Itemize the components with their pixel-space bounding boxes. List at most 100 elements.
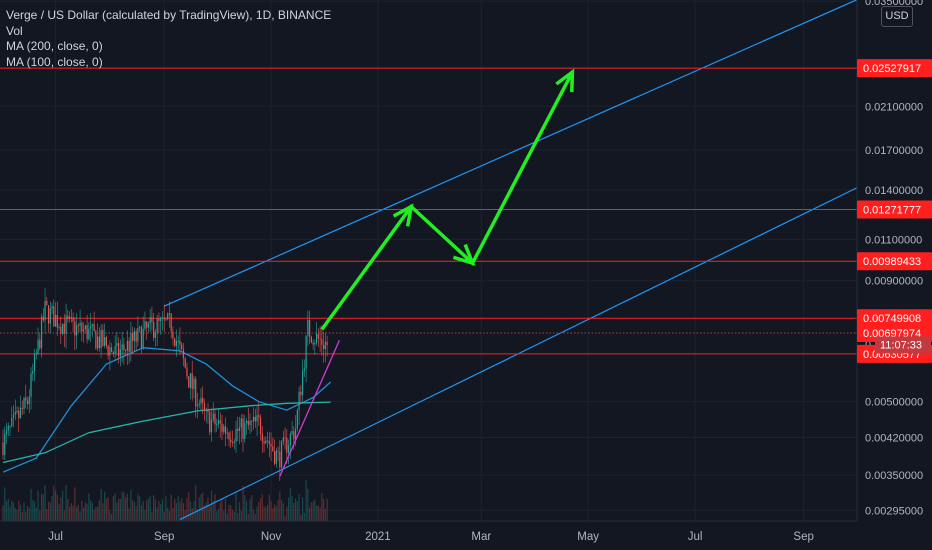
projection-path[interactable] [320,71,574,331]
candle-body [258,415,260,418]
candle-body [279,451,281,468]
arrowhead-3 [555,68,575,93]
candle-body [251,420,253,422]
volume-bar [93,510,95,521]
candle-body [142,328,144,348]
candle-body [272,446,274,452]
volume-bar [182,503,185,521]
currency-button[interactable]: USD [881,6,913,27]
candle-body [102,330,104,346]
candle-body [301,370,304,396]
candle-body [65,315,67,334]
y-tick-label: 0.00500000 [865,397,923,409]
volume-bar [61,490,64,521]
candle-body [133,331,135,341]
x-tick-label: Jul [48,531,63,543]
volume-bar [242,485,244,521]
horizontal-levels[interactable] [0,67,857,355]
candle-body [39,339,41,349]
candle-body [51,306,53,309]
candle-body [233,441,235,443]
volume-bar [90,500,92,521]
candle-body [228,432,230,440]
volume-bar [217,509,220,521]
candle-body [275,450,277,464]
volume-bar [254,513,256,521]
volume-bar [265,507,267,521]
candle-body [205,410,207,412]
volume-bar [200,494,202,521]
candle-body [100,330,102,349]
candle-body [307,320,309,336]
volume-bar [167,507,169,521]
price-tag [857,59,932,78]
candle-body [221,423,223,432]
candle-body [270,444,272,447]
candle-body [207,410,209,413]
candle-body [158,318,160,321]
x-tick-label: Mar [471,531,491,543]
volume-bar [146,500,148,521]
price-tags: 0.02527917 0.01271777 0.00989433 0.00749908… [857,59,932,363]
y-tick-label: 0.01700000 [865,145,923,157]
candle-body [84,325,86,330]
volume-bar [210,490,213,521]
candle-body [298,391,300,410]
volume-bar [319,507,321,521]
candle-body [326,341,328,345]
candle-body [58,326,60,328]
candle-body [119,349,121,357]
channel-upper-line[interactable] [163,0,858,307]
candle-body [63,323,65,334]
candle-body [181,344,183,350]
volume-bar [312,501,314,521]
volume-bar [95,507,97,521]
volume-bar [321,493,323,521]
candle-body [266,440,269,442]
volume-bar [40,493,43,521]
candle-body [209,412,211,433]
candle-body [202,397,204,403]
volume-bar [47,501,50,521]
candle-body [191,373,193,389]
volume-bar [235,492,237,521]
candle-body [56,314,58,328]
candle-body [26,400,29,405]
candle-body [90,325,92,329]
y-tick-label: 0.00900000 [865,276,923,288]
candle-body [5,430,8,435]
legend-title: Verge / US Dollar (calculated by Trading… [6,8,332,22]
volume-bar [212,501,214,521]
volume-bar [172,508,174,521]
volume-bar [12,502,15,521]
x-tick-label: Nov [261,531,282,543]
volume-bar [189,501,192,521]
volume-bar [205,502,207,521]
volume-bar [165,496,167,521]
candle-body [18,411,20,419]
volume-bar [184,510,186,521]
volume-bar [111,514,113,521]
projection-arrow[interactable] [320,68,575,331]
volume-bar [230,505,232,521]
candle-body [280,441,283,468]
candle-body [273,451,276,464]
candle-body [21,407,23,409]
volume-bar [5,500,8,521]
candle-body [312,342,314,345]
candle-body [153,321,155,338]
time-axis[interactable] [0,521,932,550]
candle-body [7,426,9,431]
x-tick-label: Sep [793,531,813,543]
volume-bar [77,504,79,521]
candle-body [9,426,11,428]
candle-body [125,350,127,352]
volume-bar [251,495,253,521]
volume-bar [284,516,286,521]
support-trendline-line[interactable] [279,339,340,477]
candle-body [247,420,249,426]
candle-body [4,434,6,456]
support-trendline[interactable] [279,339,340,477]
volume-bar [279,491,281,521]
